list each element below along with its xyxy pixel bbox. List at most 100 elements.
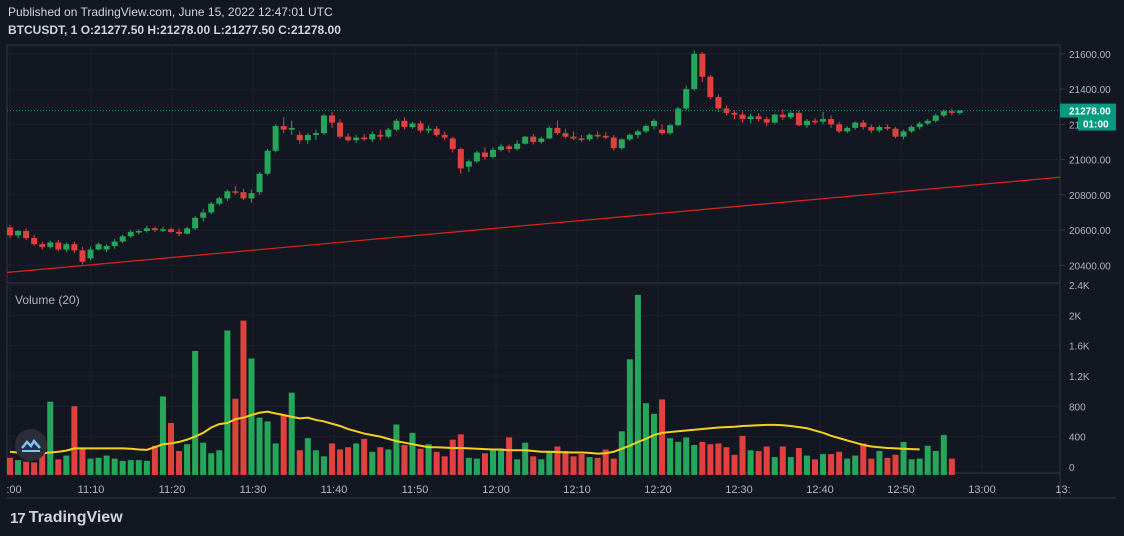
volume-bar — [7, 457, 13, 475]
volume-bar — [119, 460, 126, 475]
volume-bar — [755, 451, 762, 475]
candle-body — [514, 143, 521, 150]
candle — [176, 228, 183, 237]
volume-bar — [522, 442, 529, 475]
candle — [570, 131, 577, 141]
candle-body — [594, 134, 601, 137]
volume-bar — [481, 453, 488, 475]
volume-bar — [836, 451, 843, 475]
candle-body — [763, 119, 770, 123]
candle — [272, 124, 279, 153]
candle — [610, 134, 617, 151]
volume-y-tick-label: 800 — [1069, 402, 1086, 413]
volume-ma-line — [9, 410, 920, 456]
candle — [39, 241, 46, 250]
candle — [634, 129, 641, 139]
volume-bar — [159, 396, 166, 475]
candle-body — [425, 128, 432, 131]
candle — [409, 121, 416, 129]
candle — [329, 111, 335, 128]
candle-body — [828, 119, 835, 125]
candle-body — [272, 126, 279, 151]
candle-body — [618, 139, 625, 149]
candle-body — [192, 217, 199, 229]
ohlc-values: O:21277.50 H:21278.00 L:21277.50 C:21278… — [80, 23, 341, 37]
candle-body — [739, 114, 746, 120]
candle-body — [731, 112, 738, 115]
volume-bar — [377, 447, 384, 475]
volume-bar — [667, 438, 674, 475]
candle-body — [449, 138, 456, 150]
candle-body — [626, 134, 633, 140]
volume-bar — [23, 461, 30, 475]
volume-bar — [296, 450, 303, 475]
volume-bar — [337, 449, 344, 475]
volume-bar — [659, 399, 666, 475]
candle-body — [377, 134, 384, 137]
volume-bar — [224, 330, 231, 475]
tradingview-logo: 17 TradingView — [10, 509, 123, 527]
candle — [932, 113, 939, 123]
volume-bar — [457, 434, 464, 475]
candle — [103, 244, 110, 253]
candle — [127, 230, 134, 239]
volume-bar — [232, 398, 239, 475]
volume-bar — [554, 446, 561, 475]
x-tick-label: 12:20 — [644, 484, 672, 496]
candle — [87, 246, 94, 261]
volume-bar — [385, 449, 392, 475]
volume-pane-title[interactable]: Volume (20) — [15, 293, 80, 307]
x-tick-label: 11:10 — [78, 484, 105, 496]
candle-body — [498, 146, 505, 150]
last-price-tag — [1060, 103, 1116, 118]
candle — [240, 188, 247, 201]
candle-body — [642, 126, 649, 132]
volume-bar — [192, 350, 199, 475]
candle — [31, 234, 38, 246]
candle-body — [916, 123, 923, 127]
candle — [353, 134, 360, 143]
candle-body — [184, 228, 191, 234]
candle-body — [393, 120, 400, 130]
volume-bars — [7, 294, 955, 475]
volume-bar — [135, 460, 142, 475]
volume-bar — [602, 449, 609, 475]
candle-body — [538, 138, 545, 142]
candle-body — [570, 136, 577, 139]
volume-bar — [530, 456, 537, 475]
volume-bar — [208, 453, 215, 475]
candle — [852, 121, 859, 130]
candle-body — [103, 245, 110, 250]
candle-body — [691, 53, 698, 90]
candle-body — [779, 114, 786, 118]
candle-body — [15, 230, 22, 236]
symbol-label[interactable]: BTCUSDT, 1 — [8, 23, 78, 37]
candle-body — [353, 137, 360, 141]
candle-body — [546, 127, 553, 139]
volume-y-tick-label: 400 — [1069, 433, 1086, 444]
candle — [168, 227, 174, 233]
volume-bar — [95, 457, 102, 475]
candle-body — [119, 236, 126, 242]
candle-body — [143, 228, 150, 231]
candle — [868, 124, 875, 134]
x-tick-label: 13:00 — [968, 484, 996, 496]
candle-body — [296, 134, 303, 141]
candle-body — [900, 131, 907, 137]
candle — [787, 111, 794, 120]
candle-body — [948, 111, 955, 113]
candle-body — [675, 108, 682, 126]
candle — [47, 240, 54, 249]
candle — [723, 104, 730, 116]
candle-body — [369, 134, 376, 140]
candle — [514, 140, 521, 151]
candle — [256, 171, 263, 195]
candle — [820, 111, 827, 125]
candle-body — [932, 115, 939, 121]
symbol-ohlc-legend: BTCUSDT, 1 O:21277.50 H:21278.00 L:21277… — [8, 23, 341, 37]
candle-body — [320, 115, 327, 134]
tradingview-bubble-icon[interactable] — [15, 429, 47, 461]
candle — [385, 127, 392, 139]
candle-body — [256, 173, 263, 193]
